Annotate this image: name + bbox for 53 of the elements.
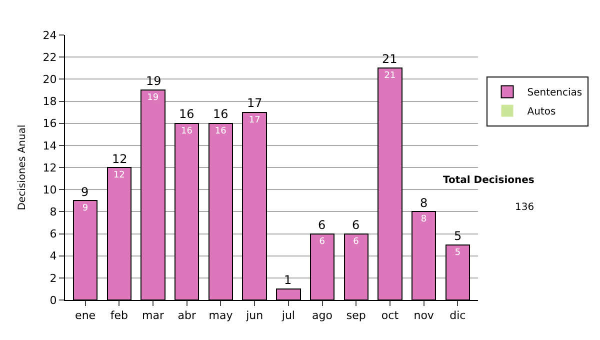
total-label: 17	[247, 96, 262, 110]
data-label: 9	[82, 204, 88, 214]
total-label: 6	[318, 218, 326, 232]
data-label: 21	[384, 71, 396, 82]
y-tick-label: 20	[42, 73, 57, 86]
y-tick-label: 14	[42, 139, 57, 152]
data-label: 12	[113, 170, 125, 180]
y-tick-label: 22	[42, 50, 57, 64]
total-label: 6	[352, 218, 360, 232]
data-label: 6	[353, 236, 360, 247]
x-tick-label: sep	[346, 309, 366, 322]
data-label: 17	[248, 115, 260, 126]
y-tick-label: 24	[42, 28, 57, 42]
total-label: 5	[454, 229, 462, 243]
data-label: 16	[214, 126, 227, 136]
total-label: 19	[146, 74, 162, 88]
y-tick-label: 12	[42, 161, 57, 174]
x-tick-label: dic	[450, 309, 466, 322]
total-label: 12	[112, 152, 128, 166]
x-tick-label: abr	[178, 309, 196, 322]
legend-label: Sentencias	[527, 88, 582, 99]
x-tick-label: jul	[280, 309, 295, 322]
total-label: 9	[81, 185, 89, 199]
data-label: 5	[454, 248, 461, 258]
data-label: 8	[420, 214, 427, 225]
x-tick-label: may	[208, 309, 234, 322]
y-tick-label: 10	[42, 183, 57, 196]
total-label: 21	[382, 52, 398, 66]
y-tick-label: 4	[50, 250, 57, 263]
x-tick-label: feb	[110, 309, 128, 322]
x-tick-label: nov	[414, 309, 434, 322]
y-tick-label: 2	[50, 272, 57, 285]
data-label: 6	[319, 236, 326, 247]
total-label: 16	[179, 107, 194, 121]
x-tick-label: mar	[142, 309, 164, 322]
total-label: 8	[420, 196, 428, 210]
text: 136	[515, 202, 534, 213]
y-tick-label: 18	[42, 95, 57, 108]
x-tick-label: oct	[381, 309, 400, 322]
annotation: Total Decisiones	[443, 175, 534, 186]
y-tick-label: 0	[50, 294, 57, 307]
x-tick-label: ago	[312, 309, 333, 322]
y-tick-label: 8	[50, 206, 57, 219]
data-label: 16	[181, 126, 193, 136]
total-label: 1	[284, 273, 292, 287]
legend-label: Autos	[527, 106, 556, 118]
data-label: 19	[147, 93, 159, 104]
y-tick-label: 6	[50, 228, 57, 241]
x-tick-label: jun	[245, 309, 264, 322]
y-axis-title: Decisiones Anual	[16, 124, 28, 210]
total-label: 16	[213, 107, 228, 121]
x-tick-label: ene	[75, 309, 96, 322]
y-tick-label: 16	[42, 117, 57, 130]
